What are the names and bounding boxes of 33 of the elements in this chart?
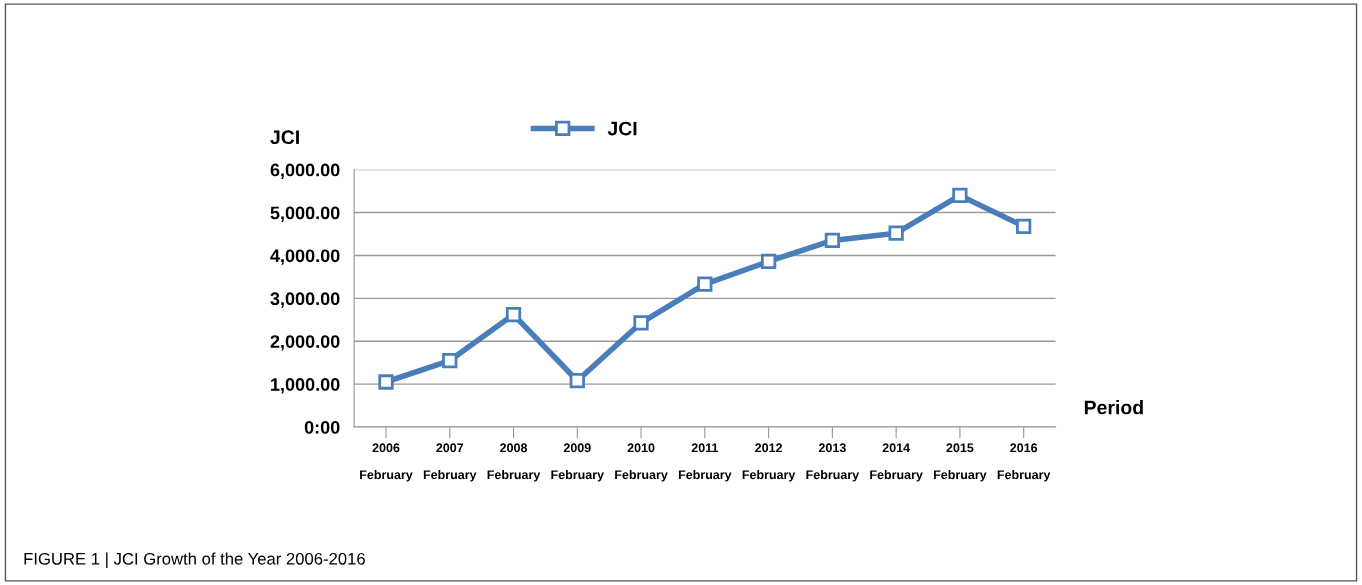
point xyxy=(633,315,649,331)
category-label: 2009 February xyxy=(551,443,604,482)
y-tick-label: 2,000.00 xyxy=(270,335,340,351)
x-axis-title: Period xyxy=(1084,400,1143,415)
legend-label: JCI xyxy=(607,121,637,136)
caption: FIGURE 1 | JCI Growth of the Year 2006-2016 xyxy=(24,552,365,569)
point xyxy=(505,307,522,323)
point xyxy=(569,373,585,389)
y-tick-label: 5,000.00 xyxy=(270,206,340,222)
point xyxy=(760,253,777,270)
point xyxy=(952,187,968,204)
y-tick-label: 0:00 xyxy=(304,420,340,434)
point xyxy=(824,232,841,249)
point xyxy=(1016,218,1032,234)
category-label: 2007 February xyxy=(423,443,477,482)
point xyxy=(697,276,713,292)
category-label: 2015 February xyxy=(933,443,987,482)
y-tick-label: 3,000.00 xyxy=(270,292,340,308)
category-label: 2013 February xyxy=(806,443,860,482)
y-tick-label: 6,000.00 xyxy=(270,163,340,179)
category-label: 2010 February xyxy=(615,443,668,482)
point xyxy=(888,225,904,241)
category-label: 2011 February xyxy=(678,443,732,482)
category-label: 2008 February xyxy=(487,443,541,482)
point xyxy=(378,374,394,390)
y-tick-label: 1,000.00 xyxy=(271,378,340,394)
y-axis-title: JCI xyxy=(270,130,299,145)
category-label: 2006 February xyxy=(360,443,413,482)
category-label: 2014 February xyxy=(870,443,923,482)
y-tick-label: 4,000.00 xyxy=(270,249,340,265)
category-label: 2016 February xyxy=(997,443,1051,482)
category-label: 2012 February xyxy=(742,443,796,482)
point xyxy=(442,352,458,369)
